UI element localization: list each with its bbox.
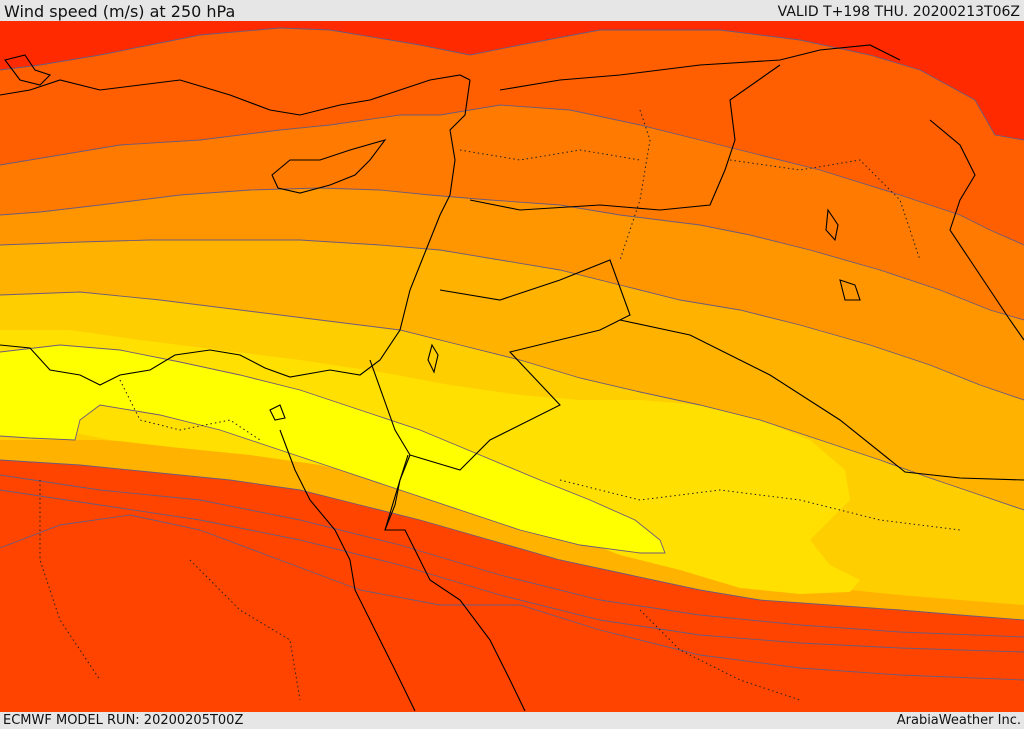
contour-line — [0, 27, 1024, 141]
contour-line — [0, 474, 1024, 638]
border-syria-iraq — [469, 64, 781, 211]
coastline-turkey-north — [499, 44, 901, 91]
contour-line — [0, 239, 1024, 401]
dead-sea-outline — [427, 343, 439, 374]
contour-lines — [0, 27, 1024, 681]
coastlines — [0, 44, 1024, 712]
contour-line — [0, 104, 1024, 246]
band-bright-yellow-core — [0, 345, 665, 553]
border-line — [729, 159, 921, 261]
valid-time: VALID T+198 THU. 20200213T06Z — [777, 4, 1020, 20]
contour-line — [0, 344, 666, 554]
coastline-red-sea-gulf-suez — [279, 429, 416, 712]
band-strongest-red-north — [0, 21, 1024, 140]
coastline-gulf-persia — [929, 119, 1024, 341]
nile-delta-lake — [269, 404, 286, 421]
band-orange-red-north — [0, 28, 1024, 245]
contour-line — [0, 187, 1024, 321]
border-saudi-iraq — [619, 319, 1024, 481]
band-orange — [0, 105, 1024, 320]
cyprus-outline — [271, 139, 387, 194]
border-egypt-israel — [369, 359, 411, 531]
border-line — [119, 379, 261, 441]
coastline-red-sea-aqaba — [384, 454, 526, 712]
border-jordan-saudi — [409, 259, 631, 471]
map-header: Wind speed (m/s) at 250 hPa VALID T+198 … — [0, 0, 1024, 21]
border-line — [559, 479, 961, 531]
lake-urmia-outline — [825, 208, 839, 242]
border-line — [459, 149, 641, 161]
contour-line — [0, 489, 1024, 653]
brand-label: ArabiaWeather Inc. — [896, 713, 1021, 728]
border-line — [189, 559, 301, 701]
border-line — [639, 609, 801, 701]
model-run-label: ECMWF MODEL RUN: 20200205T00Z — [3, 713, 244, 728]
dotted-borders — [39, 109, 961, 701]
map-footer: ECMWF MODEL RUN: 20200205T00Z ArabiaWeat… — [0, 712, 1024, 729]
band-orange-light — [0, 188, 1024, 400]
map-title: Wind speed (m/s) at 250 hPa — [4, 2, 236, 21]
contour-line — [0, 514, 1024, 681]
small-island — [839, 279, 861, 301]
coastline-mediterranean-south — [0, 79, 471, 386]
aegean-islands — [4, 54, 52, 86]
coastline-turkey-south — [0, 74, 471, 116]
wind-speed-map — [0, 21, 1024, 712]
contour-line — [0, 459, 1024, 621]
